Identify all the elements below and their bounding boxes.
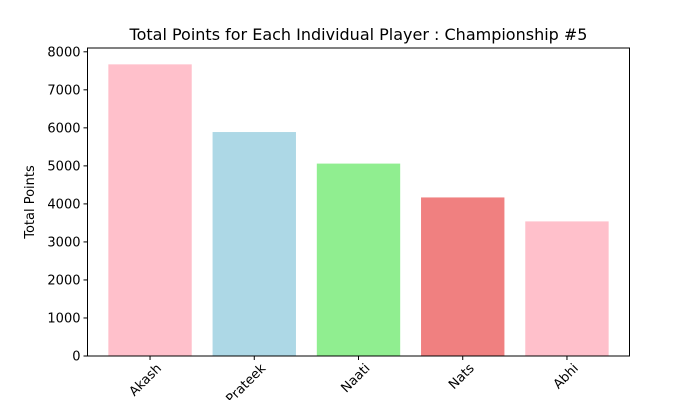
x-tick-label-abhi: Abhi xyxy=(551,361,582,392)
bar-akash xyxy=(108,64,192,356)
y-axis-label: Total Points xyxy=(23,165,38,240)
y-tick-label: 1000 xyxy=(47,311,80,326)
y-tick-label: 2000 xyxy=(47,273,80,288)
y-tick-label: 6000 xyxy=(47,121,80,136)
axes-frame xyxy=(87,47,630,357)
plot-area: 0 1000 2000 3000 4000 5000 6000 7000 8000 Akash Pr… xyxy=(47,45,609,404)
x-tick-label-prateek: Prateek xyxy=(223,361,269,400)
bar-nats xyxy=(421,197,505,356)
bar-naati xyxy=(316,163,401,356)
chart-title: Total Points for Each Individual Player … xyxy=(129,25,588,44)
y-tick-label: 7000 xyxy=(47,83,80,98)
y-tick-label: 5000 xyxy=(47,159,80,174)
y-tick-label: 3000 xyxy=(47,235,80,250)
x-tick-label-naati: Naati xyxy=(338,361,373,396)
y-tick-label: 4000 xyxy=(47,197,80,212)
y-tick-label: 8000 xyxy=(47,45,80,60)
x-tick-label-akash: Akash xyxy=(127,361,165,399)
y-tick-label: 0 xyxy=(72,350,80,365)
bar-prateek xyxy=(212,132,296,356)
x-tick-label-nats: Nats xyxy=(446,361,478,393)
bar-abhi xyxy=(525,221,609,356)
